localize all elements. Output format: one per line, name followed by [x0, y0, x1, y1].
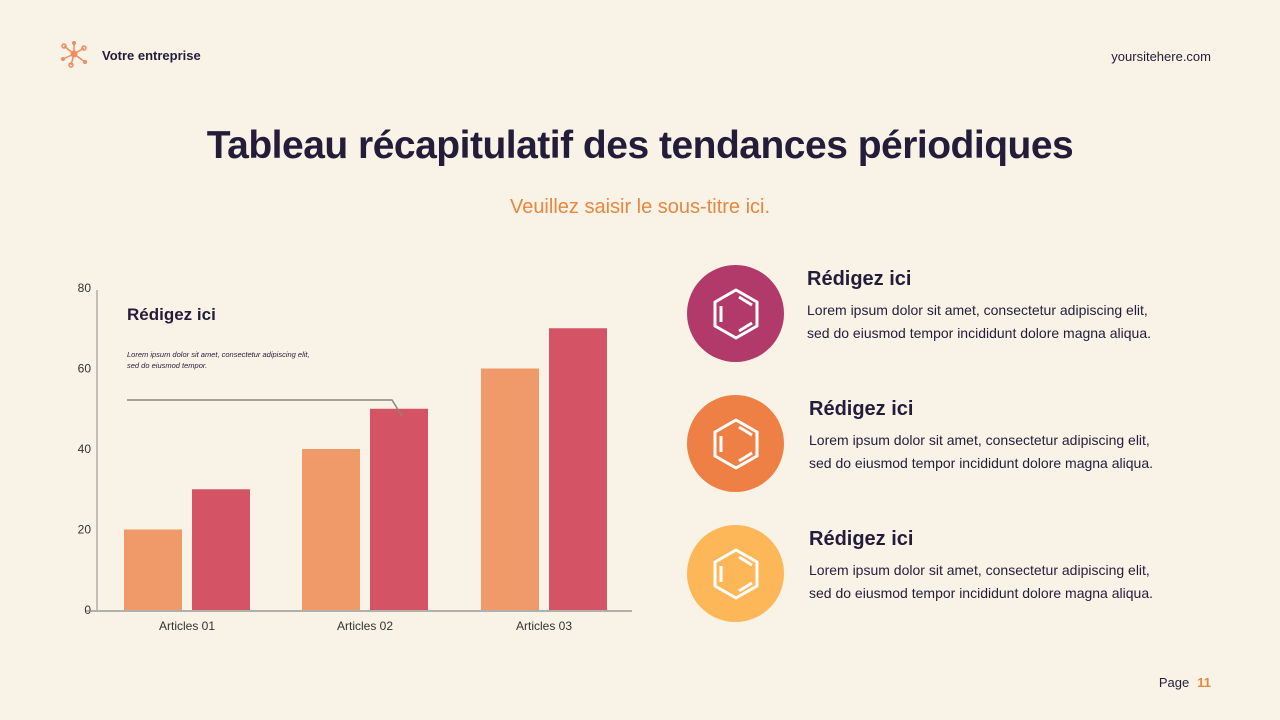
- brand-name: Votre entreprise: [102, 48, 201, 63]
- item-text-block: Rédigez ici Lorem ipsum dolor sit amet, …: [809, 528, 1153, 605]
- page-subtitle: Veuillez saisir le sous-titre ici.: [509, 196, 771, 218]
- y-tick-label: 20: [78, 523, 92, 537]
- item-title: Rédigez ici: [807, 268, 912, 290]
- hexagon-ring-icon: [713, 418, 758, 469]
- item-text-block: Rédigez ici Lorem ipsum dolor sit amet, …: [807, 268, 1151, 345]
- y-tick-label: 80: [78, 281, 92, 295]
- y-tick-label: 60: [78, 362, 92, 376]
- x-tick-label: Articles 02: [337, 619, 393, 633]
- item-title: Rédigez ici: [809, 528, 914, 550]
- network-logo-icon: [61, 41, 87, 68]
- item-text-block: Rédigez ici Lorem ipsum dolor sit amet, …: [809, 398, 1153, 475]
- item-icon-circle: [687, 395, 784, 492]
- item-line-2: sed do eiusmod tempor incididunt dolore …: [807, 325, 1151, 341]
- item-line-2: sed do eiusmod tempor incididunt dolore …: [809, 585, 1153, 601]
- bar-2-series-1: [302, 449, 360, 610]
- page-label: Page: [1158, 675, 1190, 690]
- bar-1-series-2: [192, 489, 250, 610]
- page-title: Tableau récapitulatif des tendances péri…: [206, 124, 1074, 167]
- item-title: Rédigez ici: [809, 398, 914, 420]
- bar-3-series-2: [549, 328, 607, 610]
- annotation-text-2: sed do eiusmod tempor.: [127, 361, 207, 370]
- item-line-1: Lorem ipsum dolor sit amet, consectetur …: [809, 432, 1150, 448]
- bar-chart: 0 20 40 60 80 Articles 01 Articles 02 Articles…: [78, 281, 632, 633]
- bar-3-series-1: [481, 368, 539, 610]
- annotation-text-1: Lorem ipsum dolor sit amet, consectetur …: [127, 350, 310, 359]
- page-indicator: Page 11: [1159, 675, 1211, 690]
- bar-1-series-1: [124, 529, 182, 610]
- item-icon-circle: [687, 525, 784, 622]
- hexagon-ring-icon: [713, 548, 758, 599]
- annotation-title: Rédigez ici: [127, 305, 216, 324]
- item-line-1: Lorem ipsum dolor sit amet, consectetur …: [807, 302, 1148, 318]
- item-line-2: sed do eiusmod tempor incididunt dolore …: [809, 455, 1153, 471]
- site-url[interactable]: yoursitehere.com: [1111, 49, 1211, 64]
- annotation-leader-line: [127, 399, 403, 417]
- hexagon-ring-icon: [713, 288, 758, 339]
- item-line-1: Lorem ipsum dolor sit amet, consectetur …: [809, 562, 1150, 578]
- page-number: 11: [1197, 675, 1211, 690]
- item-icon-circle: [687, 265, 784, 362]
- y-tick-label: 0: [84, 603, 91, 617]
- x-tick-label: Articles 01: [159, 619, 215, 633]
- y-tick-label: 40: [78, 442, 92, 456]
- x-tick-label: Articles 03: [516, 619, 572, 633]
- bar-2-series-2: [370, 408, 428, 610]
